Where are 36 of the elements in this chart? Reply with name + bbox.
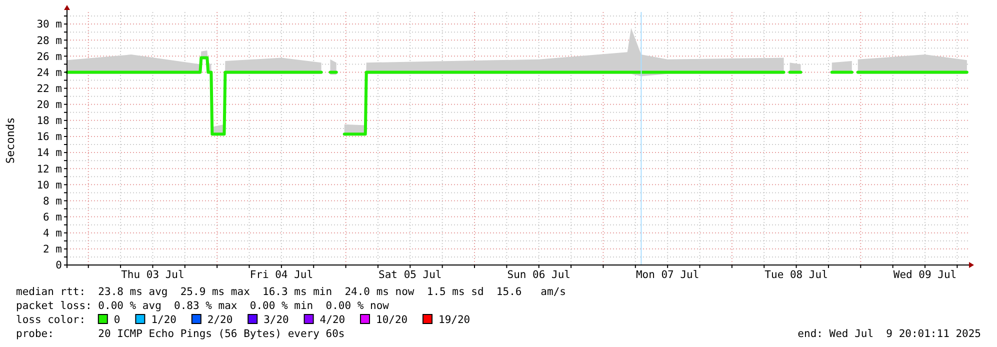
text: 4/20 xyxy=(320,314,346,326)
y-tick-label: 30 m xyxy=(36,18,62,31)
x-tick-label: Sun 06 Jul xyxy=(507,269,570,281)
text: 19/20 xyxy=(438,314,470,326)
y-tick-label: 12 m xyxy=(36,163,62,176)
text: 10/20 xyxy=(376,314,408,326)
x-tick-label: Sat 05 Jul xyxy=(378,269,442,281)
y-axis-title: Seconds xyxy=(4,117,17,164)
y-tick-label: 4 m xyxy=(43,228,62,240)
y-tick-label: 10 m xyxy=(36,179,62,192)
y-tick-label: 28 m xyxy=(36,34,62,47)
text: 2/20 xyxy=(207,314,233,326)
y-tick-label: 0 xyxy=(56,260,62,272)
y-tick-label: 26 m xyxy=(36,50,62,63)
text: loss color: xyxy=(16,314,86,326)
y-tick-label: 18 m xyxy=(36,115,62,128)
y-tick-label: 22 m xyxy=(36,82,62,95)
x-tick-label: Mon 07 Jul xyxy=(636,269,700,281)
text: 1/20 xyxy=(151,314,176,326)
text: 0 xyxy=(114,314,120,326)
y-tick-label: 2 m xyxy=(43,244,62,256)
y-tick-label: 8 m xyxy=(43,195,62,208)
x-tick-label: Fri 04 Jul xyxy=(250,269,314,281)
y-tick-label: 20 m xyxy=(36,99,62,112)
y-tick-label: 24 m xyxy=(36,66,62,79)
text: packet loss: 0.00 % avg 0.83 % max 0.00 % min 0.00 % now xyxy=(16,300,390,312)
x-tick-label: Wed 09 Jul xyxy=(893,269,957,281)
text: median rtt: 23.8 ms avg 25.9 ms max 16.3 ms min 24.0 ms now 1.5 ms sd 15.6 am/s xyxy=(16,286,566,298)
x-tick-label: Thu 03 Jul xyxy=(121,269,184,281)
y-tick-label: 16 m xyxy=(36,131,62,144)
text: 3/20 xyxy=(264,314,289,326)
x-tick-label: Tue 08 Jul xyxy=(764,269,828,281)
text: probe: 20 ICMP Echo Pings (56 Bytes) every 60s xyxy=(16,328,345,340)
text: end: Wed Jul 9 20:01:11 2025 xyxy=(798,328,981,340)
y-tick-label: 14 m xyxy=(36,147,62,160)
y-tick-label: 6 m xyxy=(43,211,62,224)
